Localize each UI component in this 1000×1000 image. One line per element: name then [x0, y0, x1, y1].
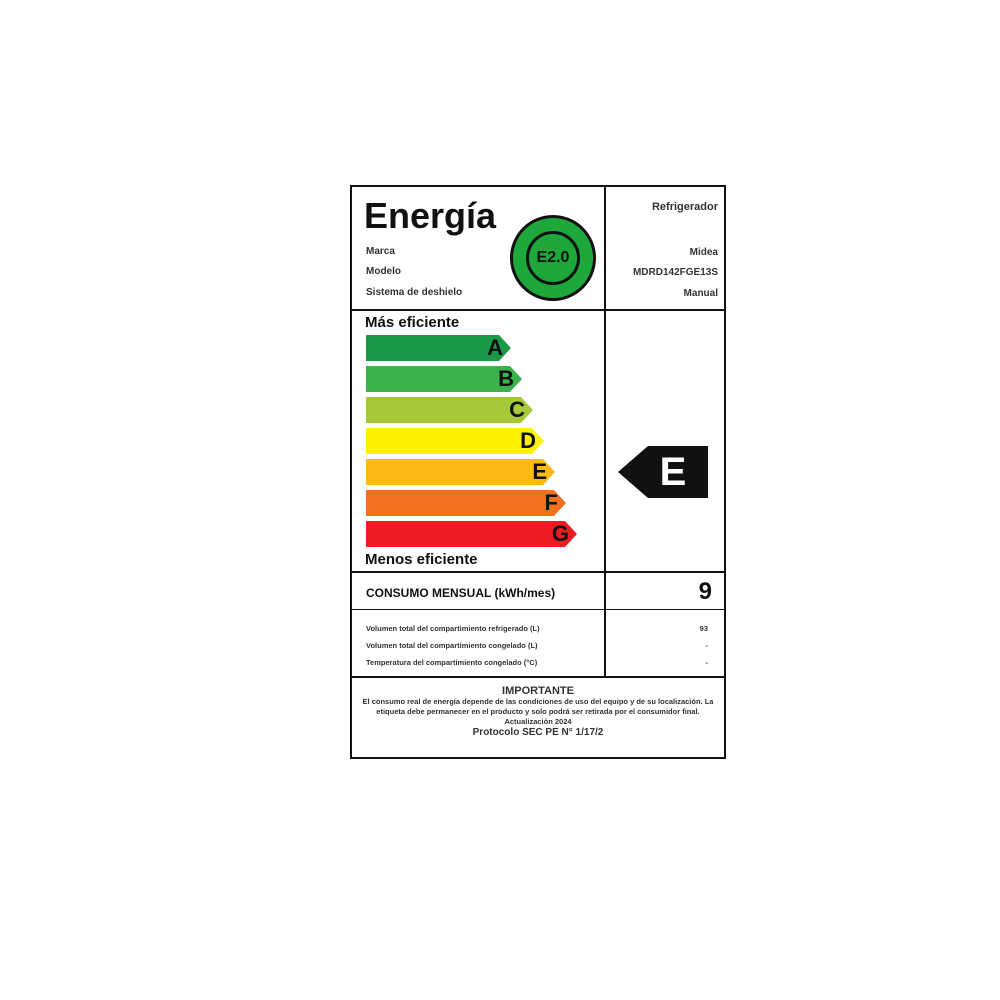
divider	[350, 571, 726, 573]
rating-letter: E	[659, 450, 687, 494]
field-label: Sistema de deshielo	[366, 287, 463, 298]
energy-class-bar-c: C	[366, 397, 533, 423]
energy-class-bar-g: G	[366, 521, 577, 547]
energy-label	[350, 185, 726, 759]
field-label: Marca	[366, 246, 395, 257]
important-text: El consumo real de energía depende de la…	[362, 697, 714, 726]
scale-bottom-label: Menos eficiente	[365, 551, 478, 568]
energy-class-bar-b: B	[366, 366, 522, 392]
spec-label: Volumen total del compartimiento congela…	[366, 641, 538, 650]
badge-text: E2.0	[526, 231, 580, 285]
scale-top-label: Más eficiente	[365, 314, 460, 331]
spec-value: 93	[699, 624, 708, 633]
energy-class-bar-d: D	[366, 428, 544, 454]
protocol: Protocolo SEC PE N° 1/17/2	[472, 727, 604, 738]
class-letter: A	[487, 335, 503, 360]
field-value: Manual	[683, 288, 718, 299]
rating-arrow: E	[618, 446, 708, 498]
important-title: IMPORTANTE	[502, 685, 574, 697]
field-value: MDRD142FGE13S	[632, 267, 718, 278]
product-type: Refrigerador	[651, 201, 718, 213]
spec-label: Volumen total del compartimiento refrige…	[366, 624, 540, 633]
class-letter: E	[532, 459, 547, 484]
energy-class-bar-f: F	[366, 490, 566, 516]
spec-label: Temperatura del compartimiento congelado…	[366, 658, 538, 667]
field-value: Midea	[689, 247, 718, 258]
divider	[350, 309, 726, 311]
divider	[604, 185, 606, 677]
class-letter: D	[520, 428, 536, 453]
energy-class-bar-a: A	[366, 335, 511, 361]
class-letter: B	[498, 366, 514, 391]
spec-value: -	[705, 641, 709, 650]
class-letter: F	[544, 490, 558, 515]
class-letter: G	[551, 521, 569, 546]
divider	[350, 609, 726, 610]
important-section: IMPORTANTE El consumo real de energía de…	[362, 685, 714, 738]
label-title: Energía	[364, 195, 497, 236]
field-label: Modelo	[366, 266, 401, 277]
efficiency-badge: E2.0	[510, 215, 596, 301]
class-letter: C	[509, 397, 525, 422]
consumo-value: 9	[698, 578, 712, 605]
spec-value: -	[705, 658, 709, 667]
divider	[350, 676, 726, 678]
consumo-label: CONSUMO MENSUAL (kWh/mes)	[366, 586, 556, 600]
energy-class-bar-e: E	[366, 459, 555, 485]
